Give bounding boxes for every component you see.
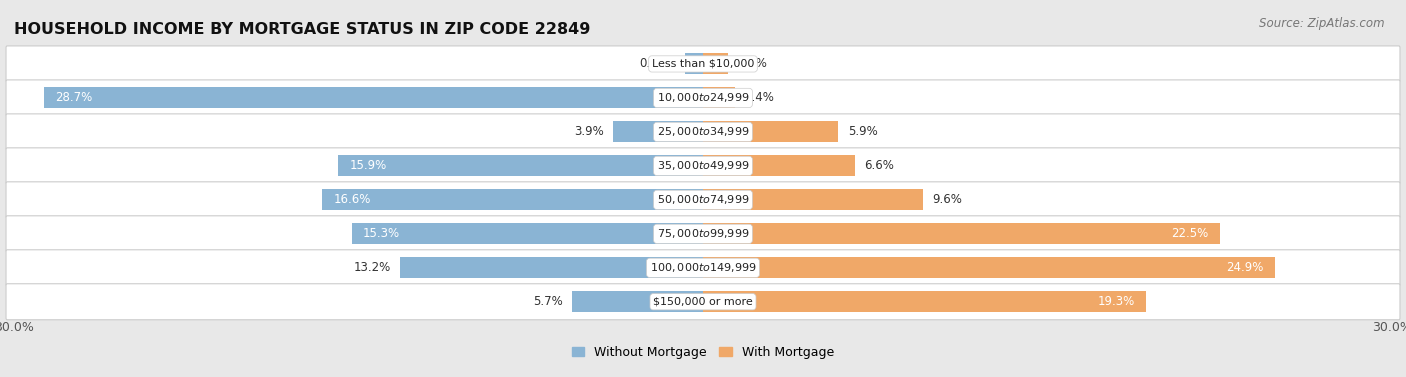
FancyBboxPatch shape (6, 216, 1400, 252)
Text: $150,000 or more: $150,000 or more (654, 297, 752, 307)
Text: Source: ZipAtlas.com: Source: ZipAtlas.com (1260, 17, 1385, 30)
Bar (685, 54, 703, 75)
FancyBboxPatch shape (6, 250, 1400, 286)
Text: HOUSEHOLD INCOME BY MORTGAGE STATUS IN ZIP CODE 22849: HOUSEHOLD INCOME BY MORTGAGE STATUS IN Z… (14, 22, 591, 37)
Bar (703, 121, 838, 143)
Text: $100,000 to $149,999: $100,000 to $149,999 (650, 261, 756, 274)
FancyBboxPatch shape (6, 114, 1400, 150)
Text: 19.3%: 19.3% (1098, 295, 1135, 308)
Text: 28.7%: 28.7% (55, 91, 93, 104)
Text: $75,000 to $99,999: $75,000 to $99,999 (657, 227, 749, 240)
Text: 3.9%: 3.9% (575, 126, 605, 138)
Text: 13.2%: 13.2% (353, 261, 391, 274)
Bar (322, 189, 703, 210)
Text: $35,000 to $49,999: $35,000 to $49,999 (657, 159, 749, 172)
FancyBboxPatch shape (6, 80, 1400, 116)
Text: 1.1%: 1.1% (738, 57, 768, 70)
Text: $10,000 to $24,999: $10,000 to $24,999 (657, 91, 749, 104)
Text: 1.4%: 1.4% (744, 91, 775, 104)
Text: 6.6%: 6.6% (863, 159, 894, 172)
Text: $50,000 to $74,999: $50,000 to $74,999 (657, 193, 749, 206)
Text: 0.78%: 0.78% (638, 57, 676, 70)
Bar (613, 121, 703, 143)
Bar (703, 223, 1219, 244)
FancyBboxPatch shape (6, 284, 1400, 320)
Bar (703, 257, 1275, 278)
FancyBboxPatch shape (6, 182, 1400, 218)
Bar (703, 189, 924, 210)
Text: 22.5%: 22.5% (1171, 227, 1208, 240)
Text: 5.9%: 5.9% (848, 126, 877, 138)
Bar (703, 155, 855, 176)
Text: 9.6%: 9.6% (932, 193, 963, 206)
Text: 16.6%: 16.6% (333, 193, 371, 206)
Bar (399, 257, 703, 278)
Text: Less than $10,000: Less than $10,000 (652, 59, 754, 69)
Bar (703, 54, 728, 75)
Text: 15.9%: 15.9% (349, 159, 387, 172)
Text: 15.3%: 15.3% (363, 227, 401, 240)
Bar (352, 223, 703, 244)
Text: 24.9%: 24.9% (1226, 261, 1264, 274)
Bar (703, 87, 735, 109)
Text: 30.0%: 30.0% (1372, 322, 1406, 334)
FancyBboxPatch shape (6, 148, 1400, 184)
Bar (703, 291, 1146, 312)
FancyBboxPatch shape (6, 46, 1400, 82)
Text: $25,000 to $34,999: $25,000 to $34,999 (657, 126, 749, 138)
Legend: Without Mortgage, With Mortgage: Without Mortgage, With Mortgage (567, 341, 839, 364)
Bar (572, 291, 703, 312)
Bar (337, 155, 703, 176)
Text: 30.0%: 30.0% (0, 322, 34, 334)
Text: 5.7%: 5.7% (533, 295, 562, 308)
Bar (44, 87, 703, 109)
